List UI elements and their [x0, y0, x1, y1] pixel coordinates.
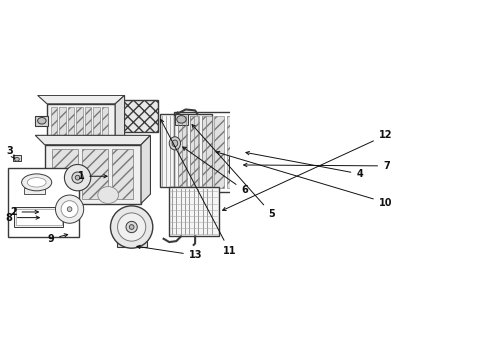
- Bar: [112, 149, 133, 199]
- Ellipse shape: [27, 177, 46, 187]
- Bar: [24, 188, 45, 194]
- Bar: [16, 209, 62, 225]
- Bar: [68, 107, 74, 143]
- Bar: [174, 112, 242, 192]
- Text: 5: 5: [192, 125, 275, 219]
- Ellipse shape: [72, 172, 83, 183]
- Ellipse shape: [129, 225, 134, 229]
- Bar: [14, 207, 64, 227]
- Text: 9: 9: [48, 234, 68, 244]
- Text: 3: 3: [6, 146, 15, 159]
- Polygon shape: [115, 95, 124, 146]
- Bar: [226, 116, 236, 188]
- Text: 4: 4: [246, 152, 363, 179]
- Ellipse shape: [98, 186, 119, 203]
- Ellipse shape: [177, 116, 186, 123]
- Ellipse shape: [22, 174, 52, 191]
- Ellipse shape: [172, 140, 178, 147]
- Text: 13: 13: [137, 245, 202, 260]
- Bar: [169, 187, 219, 237]
- Text: 6: 6: [183, 147, 248, 195]
- Ellipse shape: [38, 117, 46, 124]
- Ellipse shape: [55, 195, 84, 223]
- Ellipse shape: [61, 201, 78, 217]
- Bar: [47, 104, 115, 146]
- Bar: [76, 107, 83, 143]
- Bar: [85, 107, 91, 143]
- Ellipse shape: [67, 207, 72, 212]
- Polygon shape: [35, 135, 150, 145]
- Text: 1: 1: [77, 171, 107, 181]
- Ellipse shape: [64, 165, 91, 191]
- Text: 11: 11: [161, 120, 236, 256]
- Bar: [93, 107, 99, 143]
- Ellipse shape: [75, 175, 80, 180]
- Ellipse shape: [126, 221, 137, 233]
- Bar: [229, 157, 239, 173]
- Bar: [35, 116, 49, 126]
- Bar: [160, 114, 212, 187]
- Polygon shape: [141, 135, 150, 203]
- Bar: [8, 168, 79, 237]
- Bar: [51, 107, 57, 143]
- Text: 12: 12: [222, 130, 392, 211]
- Polygon shape: [38, 95, 124, 104]
- Bar: [190, 116, 199, 188]
- Bar: [178, 116, 187, 188]
- Ellipse shape: [169, 137, 180, 150]
- Bar: [82, 149, 108, 199]
- Text: 10: 10: [216, 151, 392, 208]
- Ellipse shape: [110, 206, 153, 248]
- Bar: [202, 116, 212, 188]
- Bar: [215, 116, 224, 188]
- Ellipse shape: [15, 157, 19, 161]
- Ellipse shape: [118, 213, 146, 241]
- Bar: [108, 100, 157, 132]
- Text: 7: 7: [244, 161, 390, 171]
- Bar: [101, 107, 108, 143]
- Text: 2: 2: [10, 207, 38, 217]
- Bar: [175, 114, 188, 125]
- Text: 8: 8: [5, 213, 39, 222]
- Bar: [45, 145, 141, 203]
- Bar: [59, 107, 66, 143]
- Bar: [117, 237, 147, 247]
- Bar: [52, 149, 77, 199]
- Bar: [13, 154, 21, 161]
